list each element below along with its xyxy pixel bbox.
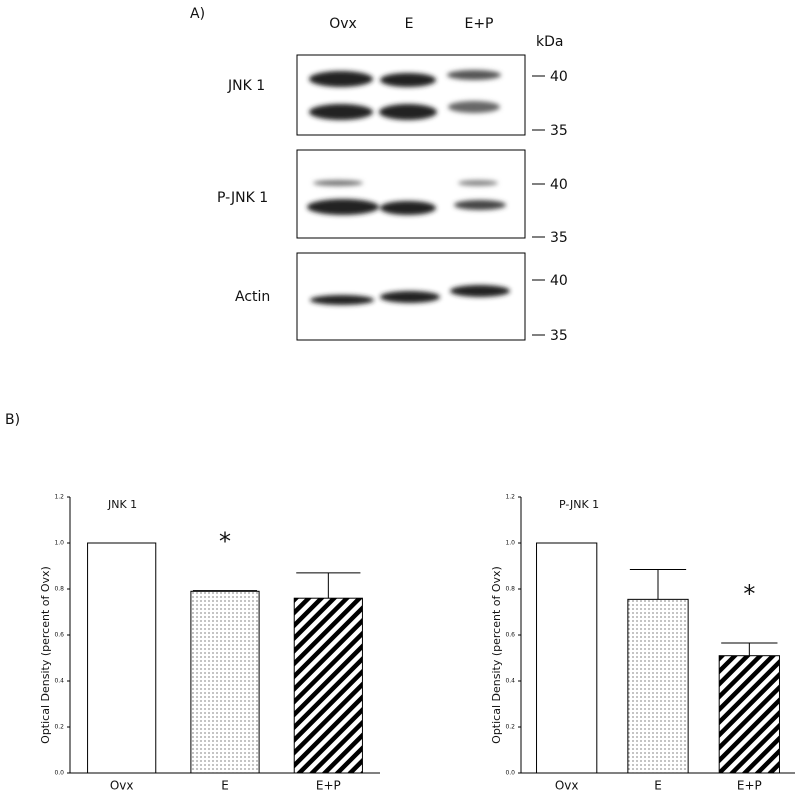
x-tick-label: E: [221, 779, 229, 793]
lane-label: Ovx: [329, 16, 357, 32]
row-label: Actin: [235, 289, 270, 305]
y-tick-label: 0.0: [505, 770, 515, 777]
chart-title: JNK 1: [107, 498, 137, 511]
marker-label: 40: [550, 273, 568, 289]
bar: [87, 542, 157, 774]
marker-label: 40: [550, 177, 568, 193]
y-tick-label: 0.4: [505, 678, 515, 685]
x-tick-label: E+P: [737, 779, 762, 793]
y-tick-label: 0.2: [54, 724, 64, 731]
bar: [718, 655, 780, 774]
lane-label: E+P: [464, 16, 493, 32]
y-tick-label: 1.0: [54, 540, 64, 547]
significance-mark: *: [219, 528, 231, 556]
y-tick-label: 0.8: [54, 586, 64, 593]
marker-label: 35: [550, 328, 568, 344]
y-tick-label: 0.6: [505, 632, 515, 639]
marker-label: 35: [550, 230, 568, 246]
panel-label: B): [5, 412, 20, 428]
blot-row: [296, 252, 526, 341]
bar: [536, 542, 598, 774]
y-axis-label: Optical Density (percent of Ovx): [39, 566, 52, 744]
y-tick-label: 0.4: [54, 678, 64, 685]
significance-mark: *: [743, 580, 755, 608]
y-tick-label: 0.2: [505, 724, 515, 731]
blot-row: [296, 54, 526, 136]
row-label: P-JNK 1: [217, 190, 268, 206]
unit-label: kDa: [536, 34, 563, 50]
chart-title: P-JNK 1: [559, 498, 599, 511]
lane-label: E: [405, 16, 414, 32]
panel-label: A): [190, 6, 205, 22]
x-tick-label: Ovx: [555, 779, 579, 793]
y-axis-label: Optical Density (percent of Ovx): [490, 566, 503, 744]
blot-row: [296, 149, 526, 239]
y-tick-label: 0.0: [54, 770, 64, 777]
y-tick-label: 1.2: [54, 494, 64, 501]
y-tick-label: 1.0: [505, 540, 515, 547]
bar: [293, 597, 363, 774]
x-tick-label: Ovx: [110, 779, 134, 793]
bar: [627, 598, 689, 774]
x-tick-label: E: [654, 779, 662, 793]
row-label: JNK 1: [227, 78, 265, 94]
marker-label: 40: [550, 69, 568, 85]
y-tick-label: 0.6: [54, 632, 64, 639]
y-tick-label: 1.2: [505, 494, 515, 501]
y-tick-label: 0.8: [505, 586, 515, 593]
marker-label: 35: [550, 123, 568, 139]
x-tick-label: E+P: [316, 779, 341, 793]
marker-ticks: [532, 75, 545, 336]
bar: [190, 590, 260, 774]
